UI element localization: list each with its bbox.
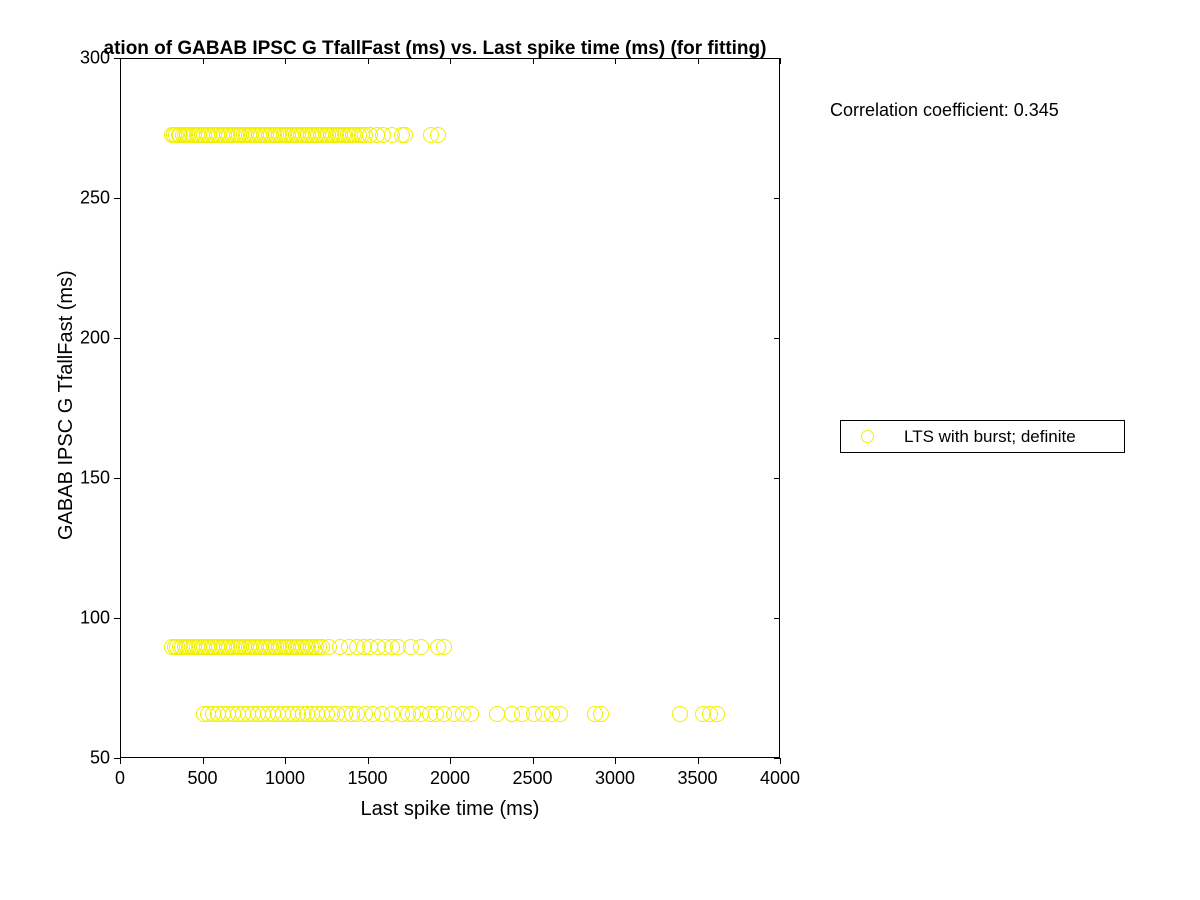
plot-area — [120, 58, 780, 758]
x-tick-label: 2000 — [430, 768, 470, 789]
data-point — [436, 639, 452, 655]
y-tick — [774, 478, 780, 479]
x-tick — [285, 758, 286, 764]
x-tick-label: 0 — [115, 768, 125, 789]
data-point — [430, 127, 446, 143]
y-tick — [774, 338, 780, 339]
x-tick — [615, 758, 616, 764]
legend-marker-icon — [861, 430, 874, 443]
x-tick — [120, 58, 121, 64]
y-tick — [114, 198, 120, 199]
y-tick — [114, 758, 120, 759]
y-tick-label: 250 — [75, 188, 110, 209]
y-tick — [114, 478, 120, 479]
x-tick — [698, 58, 699, 64]
y-tick — [774, 618, 780, 619]
data-point — [593, 706, 609, 722]
x-tick — [533, 58, 534, 64]
x-tick-label: 1000 — [265, 768, 305, 789]
data-point — [672, 706, 688, 722]
x-tick — [285, 58, 286, 64]
y-tick-label: 200 — [75, 328, 110, 349]
y-axis-label: GABAB IPSC G TfallFast (ms) — [55, 270, 78, 540]
data-point — [397, 127, 413, 143]
y-tick-label: 100 — [75, 608, 110, 629]
data-point — [709, 706, 725, 722]
y-tick — [774, 198, 780, 199]
y-tick — [114, 618, 120, 619]
data-point — [413, 639, 429, 655]
chart-title: ation of GABAB IPSC G TfallFast (ms) vs.… — [0, 38, 870, 60]
x-tick — [780, 58, 781, 64]
legend-label: LTS with burst; definite — [904, 427, 1076, 447]
x-tick — [780, 758, 781, 764]
x-tick — [450, 58, 451, 64]
x-tick-label: 4000 — [760, 768, 800, 789]
y-tick — [114, 338, 120, 339]
y-tick — [114, 58, 120, 59]
x-tick — [368, 58, 369, 64]
x-tick-label: 3500 — [677, 768, 717, 789]
x-tick — [120, 758, 121, 764]
x-tick — [203, 58, 204, 64]
data-point — [552, 706, 568, 722]
data-point — [489, 706, 505, 722]
x-tick-label: 2500 — [512, 768, 552, 789]
x-tick — [698, 758, 699, 764]
scatter-chart: ation of GABAB IPSC G TfallFast (ms) vs.… — [0, 0, 1200, 900]
y-tick-label: 50 — [75, 748, 110, 769]
x-tick — [615, 58, 616, 64]
legend: LTS with burst; definite — [840, 420, 1125, 453]
x-tick-label: 1500 — [347, 768, 387, 789]
x-tick-label: 500 — [187, 768, 217, 789]
correlation-annotation: Correlation coefficient: 0.345 — [830, 100, 1059, 121]
data-point — [463, 706, 479, 722]
x-tick — [450, 758, 451, 764]
y-tick-label: 300 — [75, 48, 110, 69]
x-tick — [203, 758, 204, 764]
x-tick — [533, 758, 534, 764]
y-tick-label: 150 — [75, 468, 110, 489]
x-tick-label: 3000 — [595, 768, 635, 789]
y-tick — [774, 58, 780, 59]
y-tick — [774, 758, 780, 759]
x-axis-label: Last spike time (ms) — [120, 798, 780, 821]
x-tick — [368, 758, 369, 764]
